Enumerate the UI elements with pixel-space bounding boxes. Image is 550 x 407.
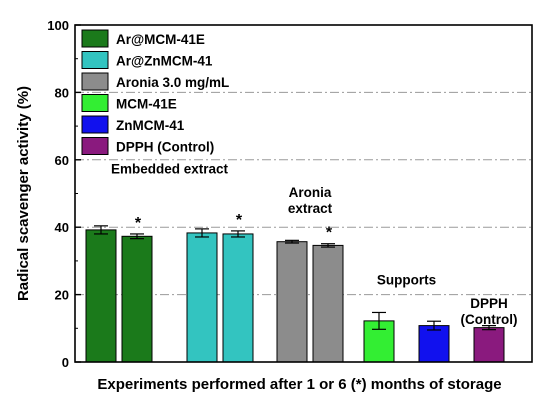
y-tick-label: 20 xyxy=(55,288,69,303)
bar xyxy=(121,235,153,363)
legend-swatch xyxy=(81,137,109,155)
y-tick-label: 0 xyxy=(62,355,69,370)
bar xyxy=(473,327,505,363)
legend-swatch xyxy=(81,29,109,48)
y-tick-label: 80 xyxy=(55,85,69,100)
significance-star: * xyxy=(135,215,142,232)
y-axis-ticks: 0 20 40 60 80 100 xyxy=(47,18,81,370)
y-axis-title: Radical scavenger activity (%) xyxy=(15,86,32,301)
group-annotation: Embedded extract xyxy=(111,161,229,176)
y-tick-label: 40 xyxy=(55,220,69,235)
bar xyxy=(186,232,218,363)
legend-swatch xyxy=(81,72,109,91)
error-bars-group: * * * xyxy=(94,212,496,331)
bar xyxy=(222,233,254,363)
x-axis-title: Experiments performed after 1 or 6 (*) m… xyxy=(97,376,501,393)
bar xyxy=(418,325,450,363)
legend-label: ZnMCM-41 xyxy=(116,118,185,133)
legend-label: Ar@MCM-41E xyxy=(116,32,205,47)
legend: Ar@MCM-41E Ar@ZnMCM-41 Aronia 3.0 mg/mL MCM… xyxy=(81,29,229,155)
bar xyxy=(85,229,117,363)
significance-star: * xyxy=(326,225,333,242)
bars-group xyxy=(85,229,505,363)
legend-swatch xyxy=(81,94,109,112)
bar xyxy=(276,241,308,363)
group-annotation: Supports xyxy=(377,272,436,287)
legend-label: Aronia 3.0 mg/mL xyxy=(116,75,229,90)
legend-label: MCM-41E xyxy=(116,97,177,112)
bar xyxy=(312,244,344,363)
y-tick-label: 100 xyxy=(47,18,69,33)
legend-label: Ar@ZnMCM-41 xyxy=(116,54,213,69)
group-annotation: DPPH (Control) xyxy=(461,296,518,327)
annotations-group: Embedded extract Aronia extract Supports DPP… xyxy=(111,161,518,327)
legend-swatch xyxy=(81,51,109,69)
legend-label: DPPH (Control) xyxy=(116,140,214,155)
legend-swatch xyxy=(81,115,109,134)
group-annotation: Aronia extract xyxy=(288,185,333,216)
significance-star: * xyxy=(236,212,243,229)
y-tick-label: 60 xyxy=(55,153,69,168)
